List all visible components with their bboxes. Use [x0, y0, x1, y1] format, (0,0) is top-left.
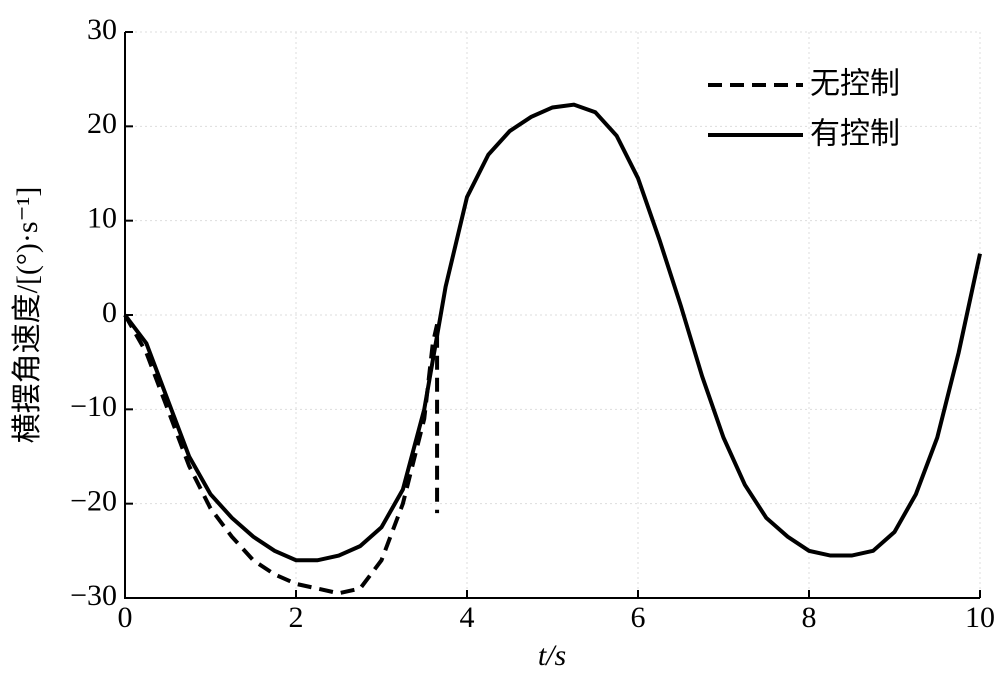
x-tick-label: 8 [802, 601, 817, 634]
y-tick-label: 10 [87, 202, 117, 235]
y-tick-label: −10 [70, 390, 117, 423]
y-tick-label: 0 [102, 296, 117, 329]
x-tick-label: 6 [631, 601, 646, 634]
x-tick-label: 4 [460, 601, 475, 634]
series-line [123, 102, 982, 563]
y-tick-label: 30 [87, 13, 117, 46]
y-tick-label: 20 [87, 107, 117, 140]
axis-line [124, 32, 980, 599]
x-tick-label: 10 [965, 601, 995, 634]
x-tick-label: 0 [118, 601, 133, 634]
y-tick-label: −20 [70, 485, 117, 518]
x-tick-label: 2 [289, 601, 304, 634]
legend-label: 有控制 [810, 117, 900, 152]
series-line [123, 314, 440, 596]
legend-label: 无控制 [810, 67, 900, 102]
y-axis-label: 横摆角速度/[(°)·s⁻¹] [11, 187, 44, 444]
y-tick-label: −30 [70, 579, 117, 612]
x-axis-label: t/s [538, 639, 566, 672]
